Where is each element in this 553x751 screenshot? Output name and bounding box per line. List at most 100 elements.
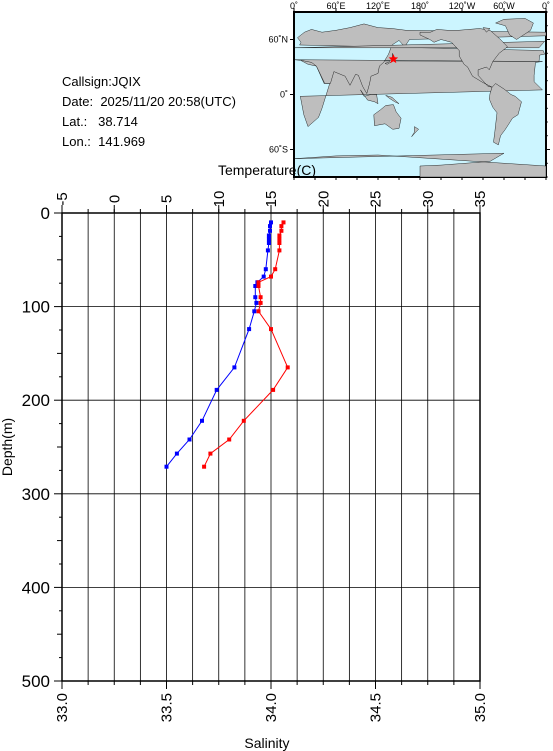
salinity-data-point bbox=[258, 300, 263, 305]
land-mass bbox=[482, 27, 491, 33]
map-lat-label: 0˚ bbox=[280, 90, 288, 100]
salinity-data-point bbox=[277, 237, 282, 242]
map-lon-label: 60˚W bbox=[493, 1, 515, 11]
top-axis-title: Temperature(C) bbox=[218, 162, 316, 178]
depth-tick-label: 100 bbox=[22, 298, 50, 317]
map-lon-label: 180˚ bbox=[411, 1, 429, 11]
salinity-data-point bbox=[277, 248, 282, 253]
temperature-tick-label: 30 bbox=[420, 191, 437, 208]
map-lon-label: 0˚ bbox=[542, 1, 550, 11]
temperature-tick-label: 25 bbox=[368, 191, 385, 208]
temperature-data-point bbox=[232, 365, 237, 370]
map-lon-label: 60˚E bbox=[326, 1, 345, 11]
map-land bbox=[293, 18, 547, 178]
temperature-tick-label: 35 bbox=[472, 191, 489, 208]
temperature-tick-label: -5 bbox=[54, 192, 71, 205]
depth-tick-label: 500 bbox=[22, 672, 50, 691]
temperature-data-point bbox=[253, 284, 258, 288]
land-mass bbox=[360, 89, 379, 105]
temperature-data-point bbox=[174, 451, 179, 456]
temperature-data-point bbox=[247, 327, 252, 332]
salinity-data-point bbox=[256, 284, 261, 288]
temperature-data-point bbox=[266, 233, 271, 238]
salinity-data-point bbox=[279, 228, 284, 233]
salinity-data-point bbox=[273, 267, 278, 272]
temperature-tick-label: 5 bbox=[159, 195, 176, 203]
map-lat-label: 60˚N bbox=[268, 35, 288, 45]
minor-ticks bbox=[54, 205, 481, 689]
temperature-data-point bbox=[265, 248, 270, 253]
map-lat-label: 60˚S bbox=[269, 145, 288, 155]
salinity-data-point bbox=[277, 241, 282, 245]
lat-value: 38.714 bbox=[98, 114, 138, 129]
salinity-data-point bbox=[279, 224, 284, 229]
land-mass bbox=[373, 104, 402, 130]
date-value: 2025/11/20 20:58(UTC) bbox=[100, 94, 236, 109]
temperature-tick-label: 10 bbox=[211, 191, 228, 208]
lon-value: 141.969 bbox=[98, 134, 146, 149]
salinity-tick-label: 34.5 bbox=[368, 693, 385, 722]
salinity-data-point bbox=[227, 437, 232, 442]
salinity-data-point bbox=[256, 309, 261, 314]
date-label: Date: bbox=[62, 94, 94, 109]
salinity-data-point bbox=[277, 233, 282, 238]
salinity-tick-label: 33.5 bbox=[159, 693, 176, 722]
location-star-marker bbox=[388, 54, 399, 64]
land-mass bbox=[495, 18, 534, 40]
temperature-data-point bbox=[214, 387, 219, 392]
depth-tick-label: 400 bbox=[22, 578, 50, 597]
temperature-data-point bbox=[252, 309, 257, 314]
callsign-text: Callsign:JQIX bbox=[62, 74, 141, 89]
y-axis-title: Depth(m) bbox=[0, 418, 15, 476]
map-lon-label: 0˚ bbox=[290, 1, 298, 11]
land-mass bbox=[385, 95, 400, 104]
salinity-tick-label: 33.0 bbox=[54, 693, 71, 722]
temperature-data-point bbox=[187, 437, 192, 442]
temperature-data-point bbox=[164, 464, 169, 469]
temperature-data-point bbox=[254, 300, 259, 305]
salinity-data-point bbox=[285, 365, 290, 370]
temperature-tick-label: 0 bbox=[106, 195, 123, 203]
chart-grid bbox=[61, 212, 481, 682]
land-mass bbox=[293, 23, 547, 95]
salinity-tick-label: 34.0 bbox=[263, 693, 280, 722]
temperature-tick-label: 15 bbox=[263, 191, 280, 208]
map-marker bbox=[388, 54, 399, 64]
salinity-data-point bbox=[208, 451, 213, 456]
salinity-data-point bbox=[241, 418, 246, 423]
depth-tick-label: 200 bbox=[22, 391, 50, 410]
plot-frame bbox=[61, 212, 481, 682]
map-lon-label: 120˚E bbox=[366, 1, 390, 11]
temperature-data-point bbox=[269, 220, 273, 225]
temperature-tick-label: 20 bbox=[315, 191, 332, 208]
temperature-data-point bbox=[268, 224, 272, 229]
salinity-data-point bbox=[202, 464, 207, 469]
salinity-data-point bbox=[256, 280, 261, 285]
profile-info: Callsign:JQIX Date: 2025/11/20 20:58(UTC… bbox=[62, 72, 236, 152]
axis-tick-labels: -5 0 5 10 15 20 25 30 35 33.0 33.5 34.0 34.5 35.0 0 100… bbox=[22, 191, 489, 723]
bottom-axis-title: Salinity bbox=[244, 735, 289, 751]
salinity-data-point bbox=[281, 220, 286, 225]
temperature-data-point bbox=[266, 237, 271, 242]
temperature-data-point bbox=[200, 418, 204, 423]
salinity-data-point bbox=[269, 274, 273, 279]
land-mass bbox=[384, 53, 393, 65]
temperature-data-point bbox=[261, 274, 266, 279]
temperature-data-point bbox=[266, 241, 271, 245]
land-mass bbox=[419, 28, 508, 88]
temperature-data-point bbox=[263, 267, 268, 272]
salinity-data-point bbox=[271, 387, 276, 392]
map-ticks: 0˚ 60˚E 120˚E 180˚ 120˚W 60˚W 0˚ 60˚N 0˚ 60˚S bbox=[268, 1, 550, 180]
salinity-tick-label: 35.0 bbox=[472, 693, 489, 722]
map-lon-label: 120˚W bbox=[449, 1, 476, 11]
salinity-data-point bbox=[269, 327, 273, 332]
temperature-data-point bbox=[268, 228, 272, 233]
location-map: 0˚ 60˚E 120˚E 180˚ 120˚W 60˚W 0˚ 60˚N 0˚ 60˚S bbox=[268, 1, 550, 180]
lat-row: Lat.: 38.714 bbox=[62, 112, 236, 132]
salinity-data-point bbox=[258, 295, 263, 300]
temperature-data-point bbox=[253, 295, 258, 300]
lon-row: Lon.: 141.969 bbox=[62, 132, 236, 152]
lat-label: Lat.: bbox=[62, 114, 88, 129]
land-mass bbox=[489, 83, 522, 146]
